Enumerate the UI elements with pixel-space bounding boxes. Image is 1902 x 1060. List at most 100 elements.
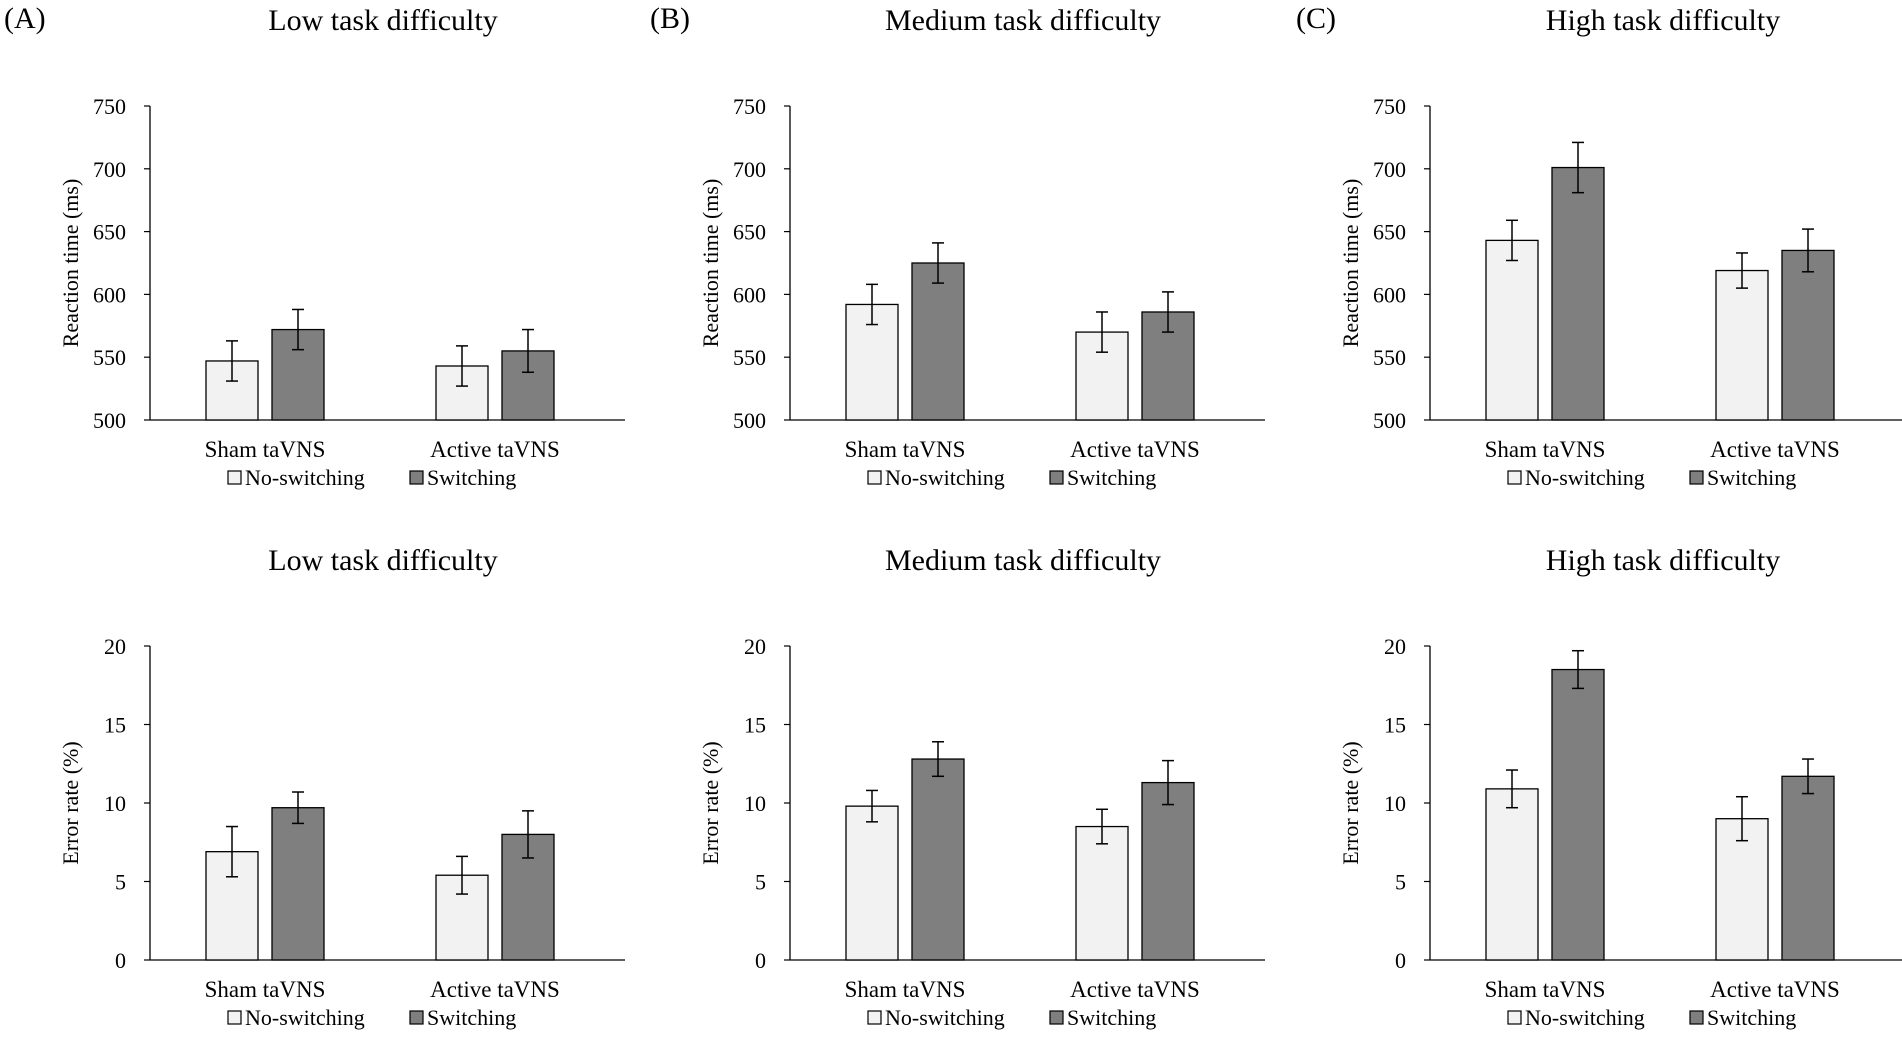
legend-label: Switching	[427, 1005, 516, 1030]
chart-title: Medium task difficulty	[885, 544, 1161, 577]
y-tick-label: 500	[1373, 408, 1406, 433]
bar	[1715, 269, 1769, 421]
bar	[1781, 249, 1835, 421]
y-tick-label: 600	[733, 282, 766, 307]
x-tick-label: Sham taVNS	[1485, 437, 1606, 462]
legend-label: No-switching	[245, 465, 365, 490]
y-tick-label: 650	[733, 220, 766, 245]
panel-label-a: (A)	[4, 2, 46, 35]
y-tick-label: 15	[744, 713, 766, 738]
y-axis-title: Reaction time (ms)	[58, 179, 83, 348]
chart-title: Low task difficulty	[268, 544, 497, 577]
legend-label: No-switching	[885, 1005, 1005, 1030]
legend-swatch-no-switching	[227, 470, 242, 485]
y-tick-label: 550	[93, 345, 126, 370]
y-tick-label: 600	[1373, 282, 1406, 307]
bar	[271, 807, 325, 961]
legend-swatch-switching	[1689, 1010, 1704, 1025]
chart-high-reaction-time: High task difficulty Reaction time (ms) 50…	[1280, 0, 1902, 520]
y-tick-label: 10	[1384, 791, 1406, 816]
chart-title: High task difficulty	[1546, 4, 1780, 37]
legend-label: No-switching	[245, 1005, 365, 1030]
bar	[1551, 166, 1605, 421]
legend-swatch-no-switching	[1507, 1010, 1522, 1025]
y-tick-label: 650	[1373, 220, 1406, 245]
y-tick-label: 20	[104, 634, 126, 659]
bar	[1551, 668, 1605, 961]
panel-label-c: (C)	[1296, 2, 1336, 35]
bar	[845, 805, 899, 961]
bar	[1781, 775, 1835, 961]
y-axis-title: Error rate (%)	[58, 741, 83, 864]
legend-label: Switching	[1707, 465, 1796, 490]
legend-label: No-switching	[1525, 1005, 1645, 1030]
y-tick-label: 650	[93, 220, 126, 245]
legend-label: No-switching	[885, 465, 1005, 490]
y-tick-label: 750	[93, 94, 126, 119]
legend-swatch-switching	[1689, 470, 1704, 485]
legend-swatch-no-switching	[867, 1010, 882, 1025]
chart-title: Low task difficulty	[268, 4, 497, 37]
chart-svg: Medium task difficulty Error rate (%) 0 5 10…	[698, 544, 1265, 1030]
y-tick-label: 700	[93, 157, 126, 182]
bar	[911, 262, 965, 421]
x-tick-label: Active taVNS	[1710, 977, 1840, 1002]
chart-svg: Medium task difficulty Reaction time (ms)…	[698, 4, 1265, 490]
y-tick-label: 5	[755, 870, 766, 895]
x-tick-label: Active taVNS	[1070, 437, 1200, 462]
y-axis-title: Error rate (%)	[1338, 741, 1363, 864]
chart-low-reaction-time: Low task difficulty Reaction time (ms) 500…	[0, 0, 640, 520]
chart-high-error-rate: High task difficulty Error rate (%) 0 5 10 15…	[1280, 540, 1902, 1060]
y-tick-label: 20	[744, 634, 766, 659]
chart-medium-reaction-time: Medium task difficulty Reaction time (ms)…	[640, 0, 1280, 520]
y-tick-label: 700	[733, 157, 766, 182]
y-tick-label: 10	[104, 791, 126, 816]
legend-swatch-switching	[409, 1010, 424, 1025]
legend-swatch-no-switching	[1507, 470, 1522, 485]
y-axis-title: Reaction time (ms)	[698, 179, 723, 348]
legend-swatch-switching	[1049, 470, 1064, 485]
y-tick-label: 750	[1373, 94, 1406, 119]
y-tick-label: 500	[93, 408, 126, 433]
y-tick-label: 5	[1395, 870, 1406, 895]
y-tick-label: 20	[1384, 634, 1406, 659]
legend-label: Switching	[1707, 1005, 1796, 1030]
panel-label-b: (B)	[650, 2, 690, 35]
bar	[911, 758, 965, 961]
bar	[1485, 788, 1539, 961]
legend-swatch-no-switching	[867, 470, 882, 485]
legend-label: No-switching	[1525, 465, 1645, 490]
legend-swatch-no-switching	[227, 1010, 242, 1025]
y-tick-label: 550	[1373, 345, 1406, 370]
legend-label: Switching	[1067, 1005, 1156, 1030]
legend-swatch-switching	[1049, 1010, 1064, 1025]
y-tick-label: 550	[733, 345, 766, 370]
chart-svg: Low task difficulty Error rate (%) 0 5 10 15 2…	[58, 544, 625, 1030]
y-tick-label: 15	[104, 713, 126, 738]
y-tick-label: 15	[1384, 713, 1406, 738]
bar	[1141, 781, 1195, 961]
x-tick-label: Active taVNS	[430, 437, 560, 462]
y-tick-label: 750	[733, 94, 766, 119]
y-tick-label: 0	[755, 948, 766, 973]
chart-medium-error-rate: Medium task difficulty Error rate (%) 0 5 10…	[640, 540, 1280, 1060]
y-tick-label: 700	[1373, 157, 1406, 182]
legend-swatch-switching	[409, 470, 424, 485]
x-tick-label: Active taVNS	[1070, 977, 1200, 1002]
chart-svg: High task difficulty Error rate (%) 0 5 10 15…	[1338, 544, 1902, 1030]
y-tick-label: 10	[744, 791, 766, 816]
x-tick-label: Sham taVNS	[205, 977, 326, 1002]
x-tick-label: Active taVNS	[1710, 437, 1840, 462]
chart-svg: Low task difficulty Reaction time (ms) 500…	[58, 4, 625, 490]
bar	[1485, 239, 1539, 421]
bar	[1075, 825, 1129, 961]
y-tick-label: 600	[93, 282, 126, 307]
chart-svg: High task difficulty Reaction time (ms) 50…	[1338, 4, 1902, 490]
y-axis-title: Reaction time (ms)	[1338, 179, 1363, 348]
x-tick-label: Sham taVNS	[1485, 977, 1606, 1002]
y-tick-label: 0	[1395, 948, 1406, 973]
y-tick-label: 0	[115, 948, 126, 973]
legend-label: Switching	[1067, 465, 1156, 490]
x-tick-label: Active taVNS	[430, 977, 560, 1002]
